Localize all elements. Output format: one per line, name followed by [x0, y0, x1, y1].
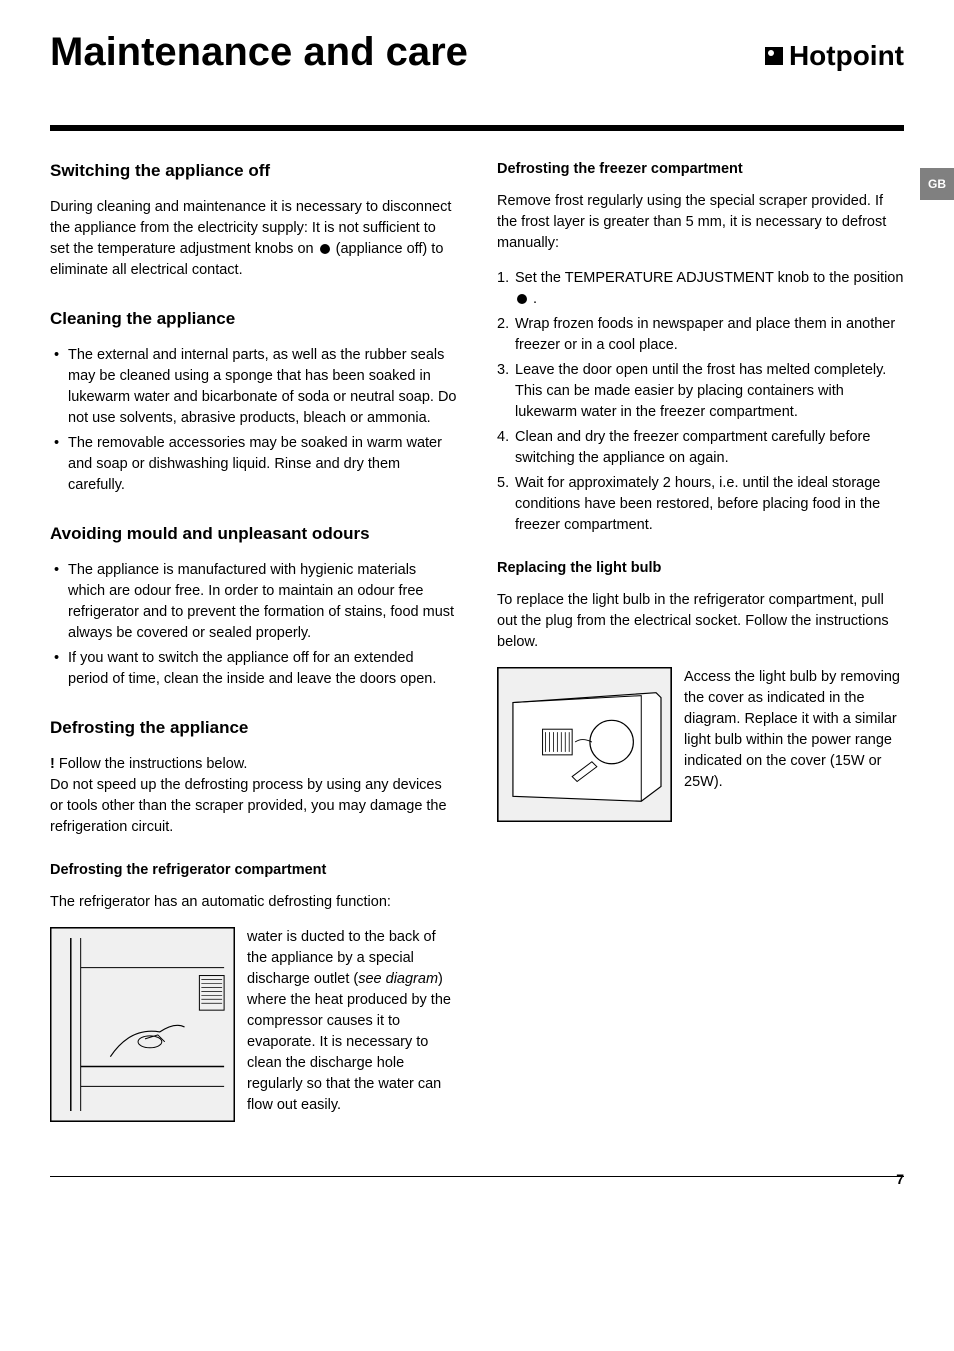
defrosting-heading: Defrosting the appliance: [50, 718, 457, 738]
list-item: The appliance is manufactured with hygie…: [50, 560, 457, 644]
defrost-fridge-subheading: Defrosting the refrigerator compartment: [50, 862, 457, 878]
left-column: Switching the appliance off During clean…: [50, 161, 457, 1136]
list-item: Wrap frozen foods in newspaper and place…: [497, 314, 904, 356]
cleaning-list: The external and internal parts, as well…: [50, 345, 457, 496]
off-dot-icon: [517, 294, 527, 304]
off-dot-icon: [320, 244, 330, 254]
cleaning-heading: Cleaning the appliance: [50, 309, 457, 329]
fridge-drain-diagram: [50, 927, 235, 1122]
defrost-freezer-subheading: Defrosting the freezer compartment: [497, 161, 904, 177]
list-item: The removable accessories may be soaked …: [50, 433, 457, 496]
warning-para: Do not speed up the defrosting process b…: [50, 777, 447, 835]
list-item: The external and internal parts, as well…: [50, 345, 457, 429]
step1-before: Set the TEMPERATURE ADJUSTMENT knob to t…: [515, 270, 903, 286]
defrost-freezer-intro: Remove frost regularly using the special…: [497, 191, 904, 254]
bulb-subheading: Replacing the light bulb: [497, 560, 904, 576]
list-item: Leave the door open until the frost has …: [497, 360, 904, 423]
fridge-diagram-block: water is ducted to the back of the appli…: [50, 927, 457, 1122]
defrosting-warning: ! Follow the instructions below. Do not …: [50, 754, 457, 838]
freezer-steps: Set the TEMPERATURE ADJUSTMENT knob to t…: [497, 268, 904, 536]
footer-divider: [50, 1176, 904, 1177]
odours-heading: Avoiding mould and unpleasant odours: [50, 524, 457, 544]
page-title: Maintenance and care: [50, 30, 468, 75]
fridge-diagram-text: water is ducted to the back of the appli…: [247, 927, 457, 1122]
switching-off-heading: Switching the appliance off: [50, 161, 457, 181]
list-item: Wait for approximately 2 hours, i.e. unt…: [497, 473, 904, 536]
list-item: If you want to switch the appliance off …: [50, 648, 457, 690]
brand-icon: [765, 47, 783, 65]
bulb-diagram: [497, 667, 672, 822]
list-item: Clean and dry the freezer compartment ca…: [497, 427, 904, 469]
warning-text: Follow the instructions below.: [55, 756, 248, 772]
switching-off-para: During cleaning and maintenance it is ne…: [50, 197, 457, 281]
content-columns: Switching the appliance off During clean…: [50, 161, 904, 1136]
brand-text: Hotpoint: [789, 40, 904, 72]
fridge-text-after-em: ) where the heat produced by the compres…: [247, 971, 451, 1113]
bulb-diagram-text: Access the light bulb by removing the co…: [684, 667, 904, 822]
header-divider: [50, 125, 904, 131]
page-header: Maintenance and care Hotpoint: [50, 30, 904, 75]
page-number: 7: [896, 1171, 904, 1187]
see-diagram-em: see diagram: [358, 971, 438, 987]
step1-after: .: [529, 291, 537, 307]
language-tab: GB: [920, 168, 954, 200]
bulb-intro: To replace the light bulb in the refrige…: [497, 590, 904, 653]
defrost-fridge-intro: The refrigerator has an automatic defros…: [50, 892, 457, 913]
bulb-diagram-block: Access the light bulb by removing the co…: [497, 667, 904, 822]
odours-list: The appliance is manufactured with hygie…: [50, 560, 457, 690]
right-column: Defrosting the freezer compartment Remov…: [497, 161, 904, 1136]
list-item: Set the TEMPERATURE ADJUSTMENT knob to t…: [497, 268, 904, 310]
brand-logo: Hotpoint: [765, 40, 904, 72]
